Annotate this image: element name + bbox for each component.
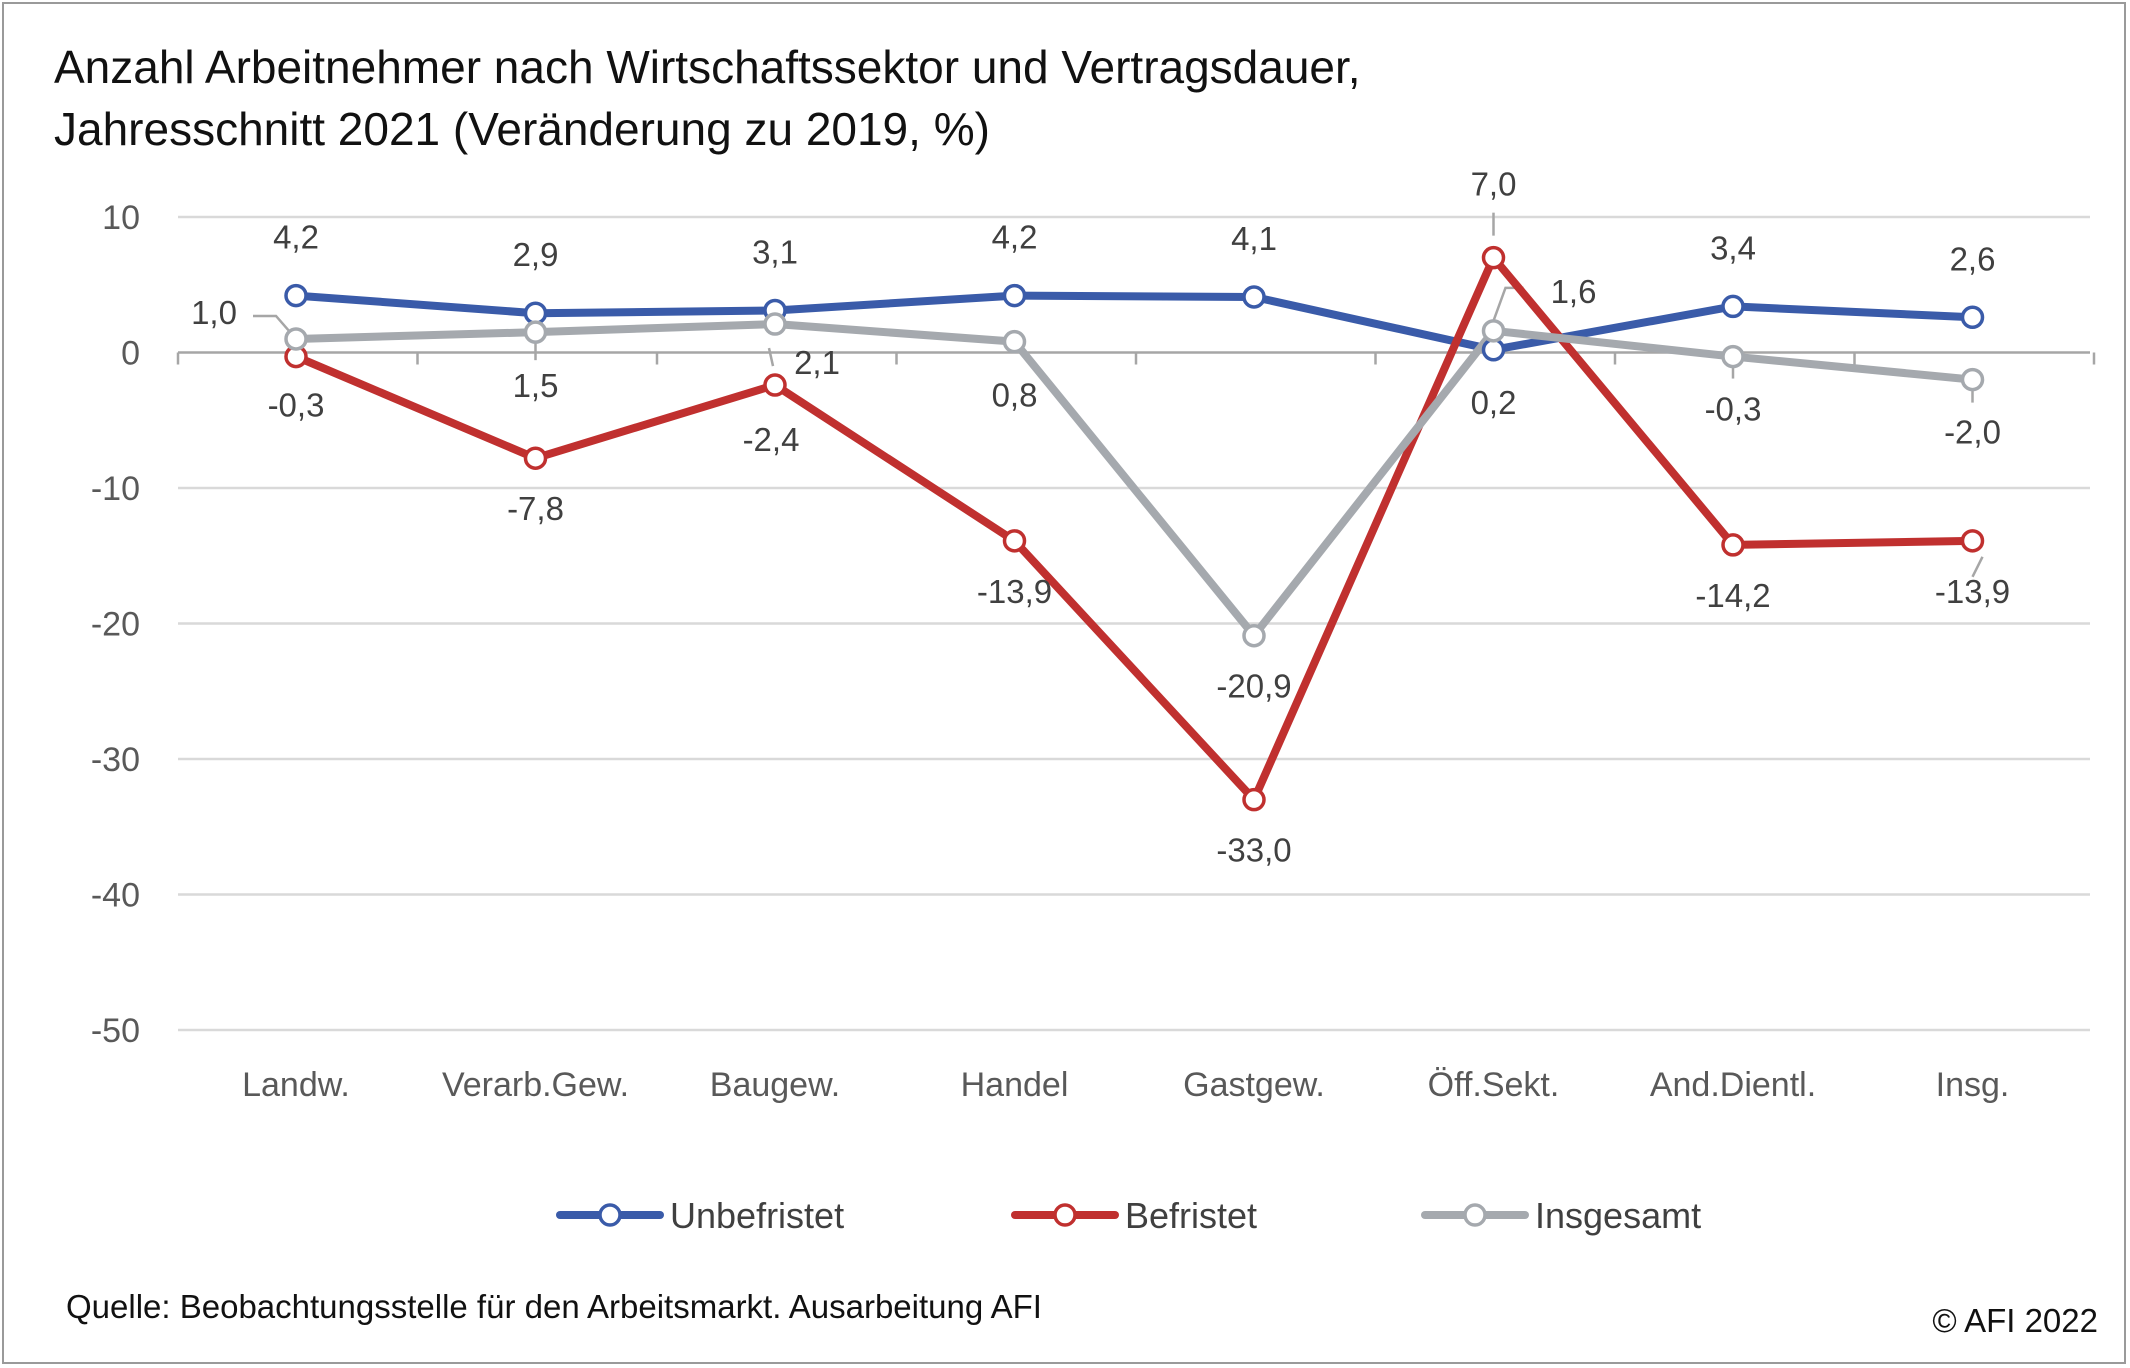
data-point xyxy=(1960,367,1985,392)
data-point xyxy=(1242,787,1266,812)
data-label: 4,2 xyxy=(273,219,319,256)
data-label: -20,9 xyxy=(1216,668,1291,705)
legend-item-befristet: Befristet xyxy=(1011,1195,1257,1236)
chart-title-line-2: Jahresschnitt 2021 (Veränderung zu 2019,… xyxy=(54,103,990,155)
x-tick-label: Gastgew. xyxy=(1183,1066,1325,1104)
x-tick-label: Baugew. xyxy=(710,1066,840,1104)
grid-lines xyxy=(178,215,2090,1032)
data-point xyxy=(1242,285,1266,309)
data-point xyxy=(1002,283,1027,308)
data-point xyxy=(1242,623,1266,648)
data-point xyxy=(1002,529,1027,553)
data-label: -2,4 xyxy=(743,421,800,458)
data-label: -13,9 xyxy=(1935,573,2010,610)
data-point xyxy=(1960,529,1985,553)
data-label: -14,2 xyxy=(1695,577,1770,614)
data-label: 4,2 xyxy=(992,219,1038,256)
data-label: 1,0 xyxy=(191,294,237,331)
y-tick-label: 10 xyxy=(102,199,140,237)
data-label: -13,9 xyxy=(977,573,1052,610)
data-point xyxy=(284,327,308,351)
data-point xyxy=(523,301,548,325)
data-point xyxy=(284,283,308,308)
y-tick-label: -20 xyxy=(91,606,140,644)
y-axis-tick-labels: 10 0 -10 -20 -30 -40 -50 xyxy=(91,199,140,1050)
x-axis-category-labels: Landw. Verarb.Gew. Baugew. Handel Gastgew. Öf… xyxy=(242,1066,2009,1104)
series-lines xyxy=(292,253,1977,804)
data-label: 7,0 xyxy=(1471,166,1517,203)
data-label: 4,1 xyxy=(1231,220,1277,257)
data-label: 3,1 xyxy=(752,233,798,270)
y-tick-label: -30 xyxy=(91,741,140,779)
data-point xyxy=(1481,338,1506,362)
data-label: -0,3 xyxy=(1705,391,1762,428)
data-label: 1,6 xyxy=(1551,273,1597,310)
legend-marker xyxy=(598,1203,622,1227)
data-label: 2,6 xyxy=(1950,240,1996,277)
series-line-befristet xyxy=(292,253,1977,804)
x-tick-label: And.Dientl. xyxy=(1650,1066,1816,1104)
data-point xyxy=(1960,305,1985,330)
legend-label: Unbefristet xyxy=(670,1195,844,1236)
series-line-insgesamt xyxy=(292,320,1977,640)
x-tick-label: Öff.Sekt. xyxy=(1428,1066,1560,1104)
data-label: 2,9 xyxy=(513,236,559,273)
data-point xyxy=(763,312,787,336)
x-tick-label: Landw. xyxy=(242,1066,350,1104)
chart-title-line-1: Anzahl Arbeitnehmer nach Wirtschaftssekt… xyxy=(54,41,1361,93)
data-point xyxy=(763,373,787,397)
data-labels: 4,2 2,9 3,1 4,2 4,1 0,2 3,4 2,6 -0,3 -7,8 -2,4 -13,… xyxy=(191,166,2010,869)
x-tick-label: Handel xyxy=(961,1066,1069,1104)
data-point xyxy=(523,446,548,470)
data-label: 0,8 xyxy=(992,377,1038,414)
data-point xyxy=(1721,344,1745,369)
legend-item-insgesamt: Insgesamt xyxy=(1421,1195,1701,1236)
data-point xyxy=(1002,329,1027,354)
data-point xyxy=(1481,319,1506,343)
x-tick-label: Insg. xyxy=(1936,1066,2010,1104)
leader-line xyxy=(767,347,775,367)
data-label: 3,4 xyxy=(1710,229,1756,266)
series-line-unbefristet xyxy=(292,291,1977,354)
chart-title: Anzahl Arbeitnehmer nach Wirtschaftssekt… xyxy=(54,36,1954,160)
x-axis xyxy=(176,351,2096,365)
data-point xyxy=(1481,245,1506,270)
x-tick-label: Verarb.Gew. xyxy=(442,1066,629,1104)
y-tick-label: -50 xyxy=(91,1012,140,1050)
data-point xyxy=(1721,533,1745,557)
source-note: Quelle: Beobachtungsstelle für den Arbei… xyxy=(66,1288,1042,1325)
legend-label: Insgesamt xyxy=(1535,1195,1701,1236)
y-tick-label: 0 xyxy=(121,335,140,373)
legend-marker xyxy=(1053,1203,1077,1227)
leader-line xyxy=(1971,556,1984,578)
data-label: 1,5 xyxy=(513,367,559,404)
data-label: -7,8 xyxy=(507,490,564,527)
data-label: 0,2 xyxy=(1471,384,1517,421)
y-tick-label: -40 xyxy=(91,877,140,915)
legend-marker xyxy=(1463,1203,1487,1227)
series-markers xyxy=(284,245,1985,812)
data-label: -2,0 xyxy=(1944,414,2001,451)
legend-label: Befristet xyxy=(1125,1195,1257,1236)
data-label: -0,3 xyxy=(268,387,325,424)
copyright-note: © AFI 2022 xyxy=(1932,1302,2098,1339)
y-tick-label: -10 xyxy=(91,470,140,508)
data-point xyxy=(1721,294,1745,319)
legend: Unbefristet Befristet Insgesamt xyxy=(556,1195,1701,1236)
data-label: -33,0 xyxy=(1216,832,1291,869)
data-label: 2,1 xyxy=(794,344,840,381)
legend-item-unbefristet: Unbefristet xyxy=(556,1195,844,1236)
data-point xyxy=(523,320,548,344)
